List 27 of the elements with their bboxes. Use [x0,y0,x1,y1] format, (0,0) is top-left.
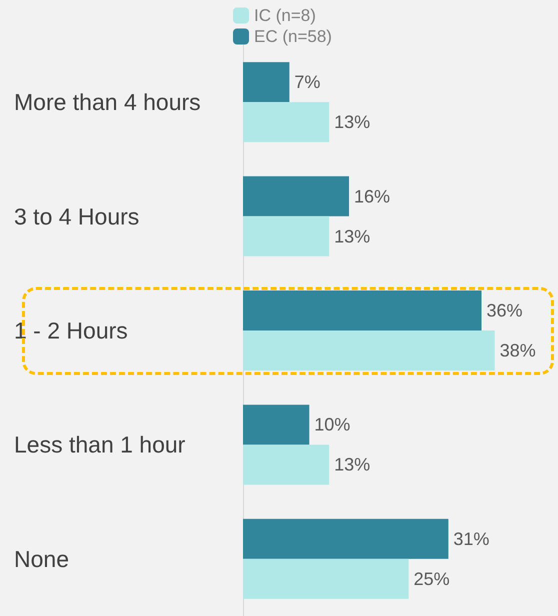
y-tick-label: Less than 1 hour [14,432,186,458]
bar [243,290,482,330]
data-label: 16% [354,186,390,206]
data-label: 7% [294,72,320,92]
data-label: 36% [486,300,523,320]
data-label: 13% [334,454,370,475]
bar [243,102,330,142]
bar [243,176,349,216]
data-label: 13% [334,226,370,246]
bar [243,518,448,559]
bar [243,330,495,370]
y-tick-label: None [14,546,69,572]
bar [243,558,409,599]
legend-label: EC (n=58) [254,27,332,46]
y-tick-label: 3 to 4 Hours [14,203,140,230]
data-label: 38% [500,340,536,360]
data-label: 10% [314,414,350,435]
bar [243,404,310,445]
data-label: 13% [334,112,370,132]
legend-label: IC (n=8) [254,6,316,25]
bar [243,216,330,256]
y-tick-label: 1 - 2 Hours [14,318,128,344]
y-tick-label: More than 4 hours [14,89,201,116]
bar [243,444,330,485]
bar [243,62,290,102]
data-label: 25% [414,568,450,589]
data-label: 31% [453,528,490,549]
